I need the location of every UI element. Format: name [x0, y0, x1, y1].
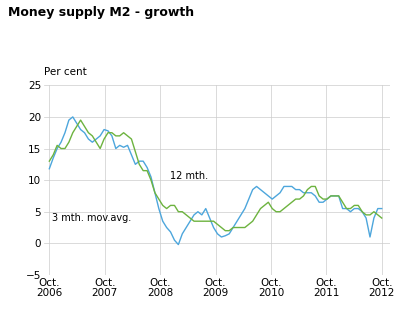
Text: Per cent: Per cent — [44, 67, 86, 77]
Text: Money supply M2 - growth: Money supply M2 - growth — [8, 6, 194, 19]
Text: 3 mth. mov.avg.: 3 mth. mov.avg. — [52, 213, 131, 223]
Text: 12 mth.: 12 mth. — [170, 171, 208, 181]
